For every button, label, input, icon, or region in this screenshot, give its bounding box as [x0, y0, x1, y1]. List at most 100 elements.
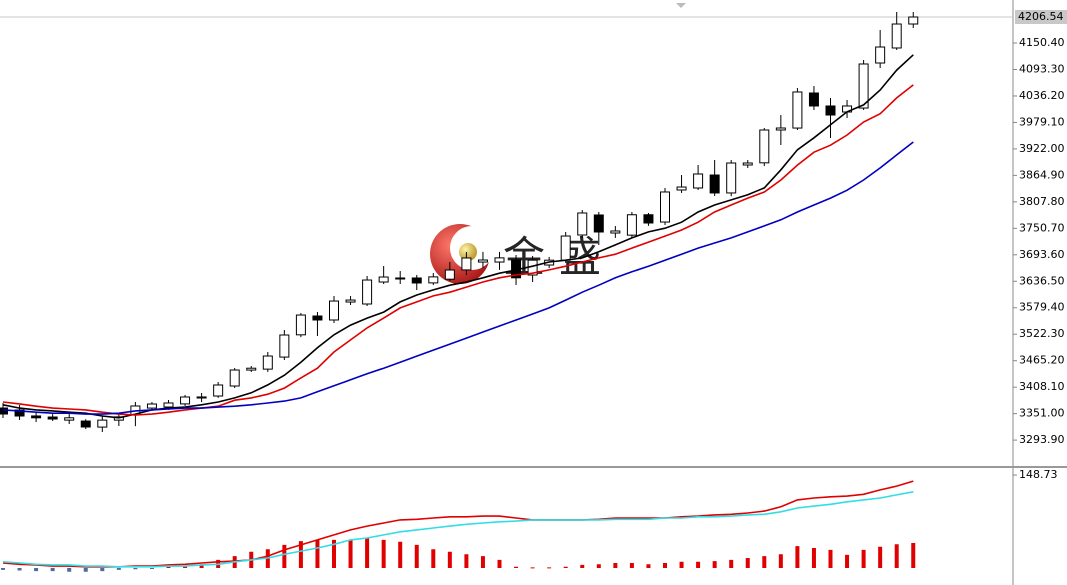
indicator-line — [2, 491, 914, 568]
candle-body — [560, 235, 571, 261]
candle-body — [312, 315, 323, 321]
histogram-bar — [315, 539, 320, 568]
candle-body — [643, 214, 654, 224]
histogram-bar — [381, 539, 386, 568]
histogram-bar — [332, 539, 336, 568]
indicator-line — [2, 84, 914, 416]
histogram-bar — [712, 561, 717, 568]
histogram-bar — [878, 546, 883, 568]
histogram-bar — [116, 568, 121, 570]
candle-body — [908, 16, 919, 25]
y-tick-label: 3579.40 — [1019, 301, 1065, 314]
histogram-bar — [414, 544, 419, 568]
y-tick-label: 148.73 — [1019, 468, 1058, 481]
histogram-bar — [480, 556, 485, 568]
histogram-bar — [795, 546, 800, 568]
histogram-bar — [530, 567, 535, 569]
y-tick-label: 4093.30 — [1019, 62, 1065, 75]
histogram-bar — [514, 566, 519, 568]
candle-body — [279, 334, 290, 358]
candle-body — [610, 230, 621, 234]
candle-body — [345, 299, 356, 303]
last-price-label: 4206.54 — [1018, 10, 1064, 23]
candle-body — [395, 277, 406, 280]
candle-body — [660, 191, 670, 223]
y-tick-label: 3465.20 — [1019, 354, 1065, 367]
histogram-bar — [745, 558, 750, 568]
histogram-bar — [365, 538, 370, 568]
candle-body — [80, 420, 91, 428]
logo-dot — [459, 243, 477, 261]
candle-body — [246, 367, 257, 371]
histogram-bar — [580, 564, 585, 568]
y-tick-label: 3750.70 — [1019, 221, 1065, 234]
y-tick-label: 4036.20 — [1019, 89, 1065, 102]
histogram-bar — [894, 544, 899, 568]
histogram-bar — [398, 541, 403, 568]
y-tick-label: 3293.90 — [1019, 433, 1065, 446]
candle-body — [477, 259, 488, 263]
histogram-bar — [845, 554, 850, 568]
candle-body — [875, 46, 886, 64]
histogram-bar — [183, 566, 188, 568]
y-tick-label: 3864.90 — [1019, 168, 1065, 181]
last-price-tag — [1015, 9, 1067, 24]
candle-body — [858, 63, 869, 109]
candle-body — [362, 279, 373, 305]
histogram-bar — [613, 563, 618, 568]
candle-body — [229, 369, 240, 387]
y-tick-label: 3522.30 — [1019, 327, 1065, 340]
candle-body — [262, 355, 273, 370]
candle-body — [593, 214, 604, 233]
y-tick-label: 3979.10 — [1019, 115, 1065, 128]
histogram-bar — [83, 568, 88, 572]
candle-body — [146, 403, 157, 409]
candle-body — [626, 214, 637, 236]
candle-body — [97, 419, 108, 428]
candle-body — [163, 402, 174, 408]
y-tick-label: 3922.00 — [1019, 142, 1065, 155]
candle-body — [14, 409, 25, 417]
candle-body — [759, 129, 770, 164]
histogram-bar — [911, 543, 916, 568]
candle-body — [196, 396, 207, 399]
candle-body — [461, 257, 472, 271]
candle-body — [792, 91, 803, 129]
histogram-bar — [348, 539, 353, 568]
candle-body — [825, 105, 836, 116]
histogram-bar — [646, 564, 651, 568]
candle-body — [709, 174, 720, 194]
candle-body — [676, 186, 687, 191]
y-tick-label: 3408.10 — [1019, 380, 1065, 393]
histogram-bar — [431, 549, 436, 568]
candle-body — [693, 173, 704, 189]
candle-body — [180, 396, 191, 405]
y-tick-label: 3807.80 — [1019, 195, 1065, 208]
y-tick-label: 4150.40 — [1019, 36, 1065, 49]
scroll-marker — [676, 3, 686, 8]
histogram-bar — [1, 568, 5, 570]
candle-body — [444, 269, 455, 280]
histogram-bar — [34, 568, 39, 572]
indicator-line — [2, 141, 914, 415]
candle-body — [378, 276, 389, 283]
histogram-bar — [17, 568, 22, 571]
candle-body — [31, 415, 42, 419]
histogram-bar — [828, 549, 833, 568]
histogram-bar — [50, 568, 55, 572]
histogram-bar — [447, 551, 452, 568]
histogram-bar — [100, 568, 105, 572]
histogram-bar — [149, 568, 154, 569]
histogram-bar — [282, 544, 287, 568]
histogram-bar — [696, 561, 701, 568]
histogram-bar — [811, 548, 816, 568]
y-tick-label: 3693.60 — [1019, 248, 1065, 261]
candle-body — [726, 162, 737, 194]
candle-body — [295, 314, 306, 336]
histogram-bar — [778, 554, 783, 568]
histogram-bar — [679, 561, 684, 568]
histogram-bar — [133, 568, 138, 570]
y-tick-label: 3351.00 — [1019, 407, 1065, 420]
